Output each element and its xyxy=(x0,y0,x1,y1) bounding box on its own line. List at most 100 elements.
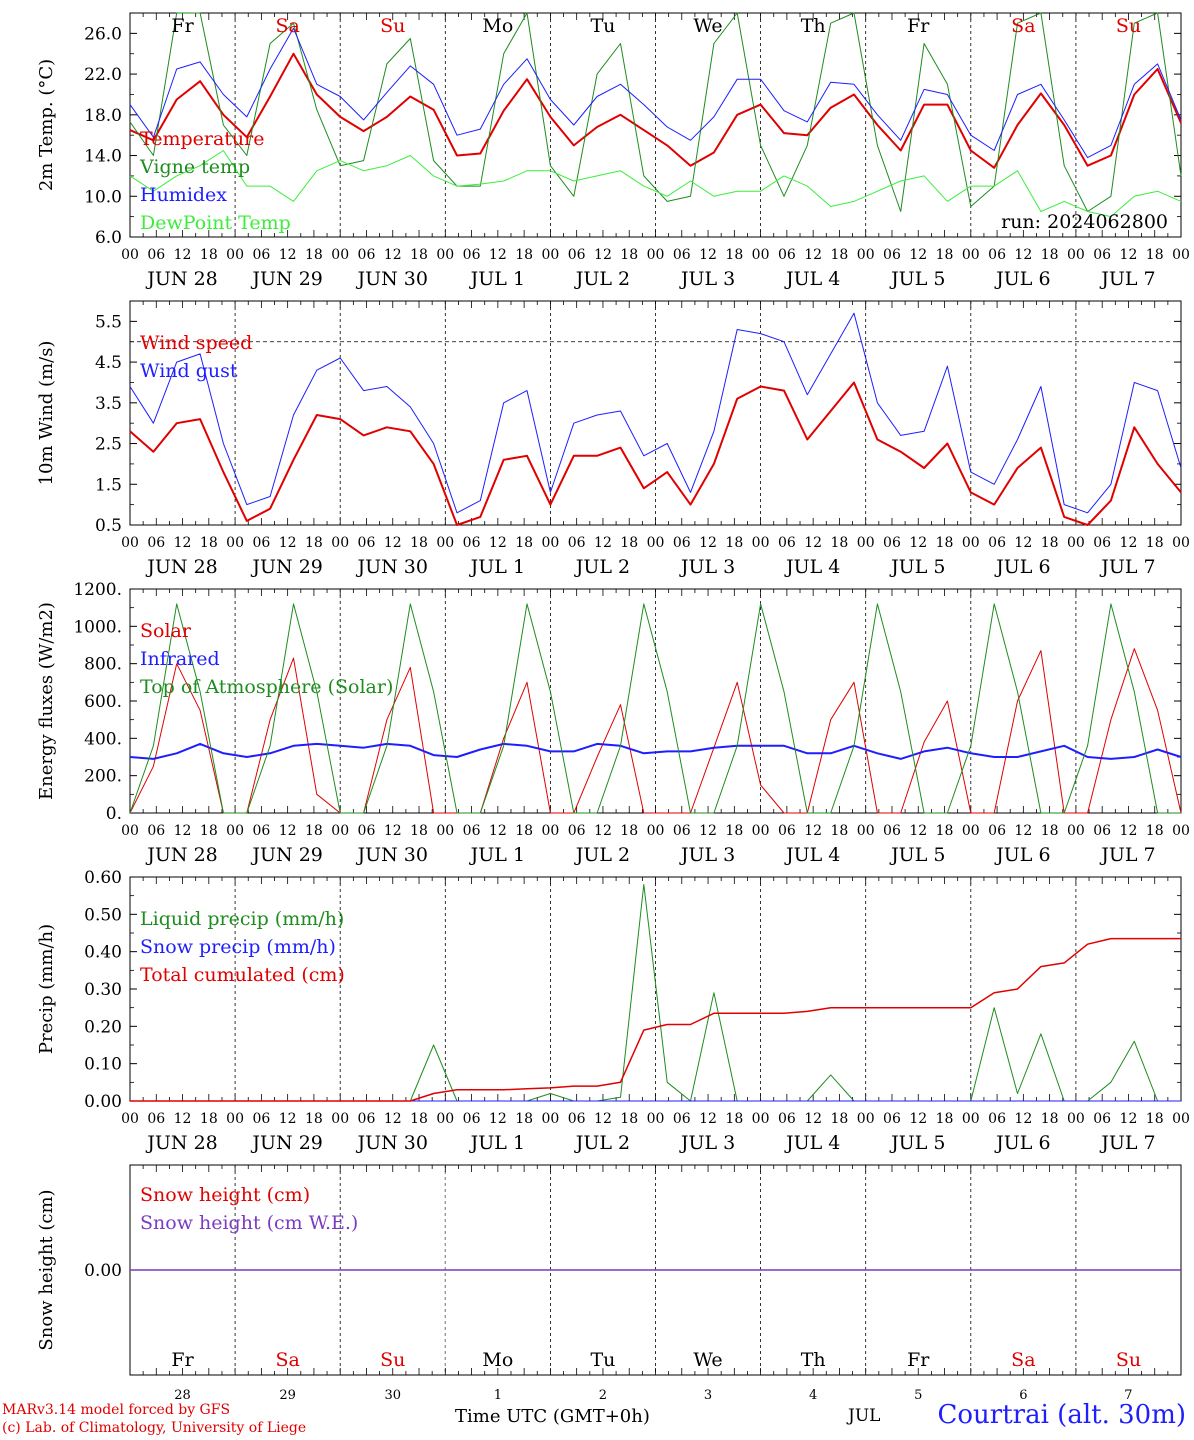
hour-tick-label: 12 xyxy=(1014,1111,1032,1127)
weekday-label: We xyxy=(693,15,722,37)
legend-entry: Top of Atmosphere (Solar) xyxy=(140,676,393,698)
date-label: JUN 29 xyxy=(250,268,322,290)
date-label: JUL 3 xyxy=(679,1132,735,1154)
hour-tick-label: 12 xyxy=(1120,1111,1138,1127)
date-label: JUL 3 xyxy=(679,556,735,578)
date-label: JUL 4 xyxy=(784,1132,840,1154)
series-line-3 xyxy=(129,27,1182,159)
hour-tick-label: 00 xyxy=(121,247,139,263)
hour-tick-label: 06 xyxy=(883,823,901,839)
hour-tick-label: 06 xyxy=(147,823,165,839)
hour-tick-label: 18 xyxy=(1041,247,1059,263)
hour-tick-label: 06 xyxy=(673,823,691,839)
hour-tick-label: 00 xyxy=(1067,247,1085,263)
weekday-label: Fr xyxy=(907,15,930,37)
y-tick-label: 14.0 xyxy=(84,147,122,167)
hour-tick-label: 06 xyxy=(778,535,796,551)
hour-tick-label: 06 xyxy=(463,823,481,839)
weekday-label-bottom: Fr xyxy=(907,1349,930,1371)
weekday-label: Mo xyxy=(482,15,513,37)
hour-tick-label: 12 xyxy=(1120,247,1138,263)
weekday-label-bottom: Su xyxy=(380,1349,405,1371)
hour-tick-label: 00 xyxy=(436,535,454,551)
hour-tick-label: 18 xyxy=(936,535,954,551)
hour-tick-label: 18 xyxy=(1041,1111,1059,1127)
hour-tick-label: 12 xyxy=(384,1111,402,1127)
hour-tick-label: 12 xyxy=(909,535,927,551)
panel-5 xyxy=(129,1164,1182,1376)
station-name: Courtrai (alt. 30m) xyxy=(937,1400,1187,1430)
hour-tick-label: 06 xyxy=(568,535,586,551)
y-tick-label: 1000. xyxy=(73,617,122,637)
hour-tick-label: 18 xyxy=(831,823,849,839)
legend-entry: Snow height (cm) xyxy=(140,1184,310,1206)
hour-tick-label: 12 xyxy=(279,823,297,839)
weekday-label-bottom: We xyxy=(693,1349,722,1371)
y-tick-label: 0.00 xyxy=(84,1261,122,1281)
y-tick-label: 1.5 xyxy=(95,475,122,495)
hour-tick-label: 00 xyxy=(331,535,349,551)
y-tick-label: 0.10 xyxy=(84,1055,122,1075)
hour-tick-label: 00 xyxy=(752,823,770,839)
time-axis-label: Time UTC (GMT+0h) xyxy=(455,1406,650,1427)
series-line-1 xyxy=(129,381,1182,526)
hour-tick-label: 00 xyxy=(857,247,875,263)
date-label: JUL 3 xyxy=(679,844,735,866)
legend-entry: Total cumulated (cm) xyxy=(140,964,345,986)
date-label: JUL 1 xyxy=(469,556,525,578)
y-axis-label: Energy fluxes (W/m2) xyxy=(36,602,57,800)
hour-tick-label: 00 xyxy=(647,247,665,263)
hour-tick-label: 18 xyxy=(1146,823,1164,839)
hour-tick-label: 00 xyxy=(1172,1111,1190,1127)
hour-tick-label: 18 xyxy=(515,247,533,263)
date-label: JUN 28 xyxy=(145,556,217,578)
hour-tick-label: 00 xyxy=(752,1111,770,1127)
hour-tick-label: 00 xyxy=(1172,823,1190,839)
hour-tick-label: 06 xyxy=(778,823,796,839)
date-label: JUL 7 xyxy=(1099,268,1155,290)
weekday-label-bottom: Fr xyxy=(171,1349,194,1371)
date-label: JUL 5 xyxy=(889,268,945,290)
hour-tick-label: 18 xyxy=(725,247,743,263)
hour-tick-label: 00 xyxy=(1172,247,1190,263)
hour-tick-label: 00 xyxy=(541,535,559,551)
hour-tick-label: 18 xyxy=(1041,823,1059,839)
date-label: JUL 6 xyxy=(994,268,1050,290)
hour-tick-label: 12 xyxy=(909,823,927,839)
hour-tick-label: 06 xyxy=(778,247,796,263)
hour-tick-label: 00 xyxy=(121,535,139,551)
hour-tick-label: 06 xyxy=(673,535,691,551)
day-number: 6 xyxy=(1019,1388,1027,1403)
hour-tick-label: 12 xyxy=(594,247,612,263)
legend-entry: Wind speed xyxy=(140,332,252,354)
day-number: 28 xyxy=(174,1388,191,1403)
hour-tick-label: 00 xyxy=(857,823,875,839)
hour-tick-label: 06 xyxy=(673,1111,691,1127)
weekday-label-bottom: Th xyxy=(801,1349,826,1371)
hour-tick-label: 00 xyxy=(962,1111,980,1127)
series-line-3 xyxy=(129,603,1181,814)
legend-entry: Humidex xyxy=(140,184,227,206)
weekday-label: Sa xyxy=(275,15,299,37)
hour-tick-label: 06 xyxy=(883,247,901,263)
hour-tick-label: 18 xyxy=(200,247,218,263)
hour-tick-label: 00 xyxy=(436,823,454,839)
plot-frame xyxy=(129,12,1182,238)
hour-tick-label: 00 xyxy=(647,1111,665,1127)
credit-line-1: MARv3.14 model forced by GFS xyxy=(2,1402,231,1418)
series-line-2 xyxy=(129,742,1182,760)
legend-entry: Temperature xyxy=(140,128,264,150)
hour-tick-label: 06 xyxy=(358,535,376,551)
hour-tick-label: 00 xyxy=(226,823,244,839)
hour-tick-label: 06 xyxy=(883,535,901,551)
panel-4 xyxy=(129,876,1182,1102)
hour-tick-label: 18 xyxy=(410,823,428,839)
hour-tick-label: 06 xyxy=(988,247,1006,263)
hour-tick-label: 06 xyxy=(1093,247,1111,263)
date-label: JUL 5 xyxy=(889,556,945,578)
date-label: JUL 7 xyxy=(1099,1132,1155,1154)
hour-tick-label: 06 xyxy=(358,1111,376,1127)
y-tick-label: 6.0 xyxy=(95,228,122,248)
hour-tick-label: 00 xyxy=(331,247,349,263)
